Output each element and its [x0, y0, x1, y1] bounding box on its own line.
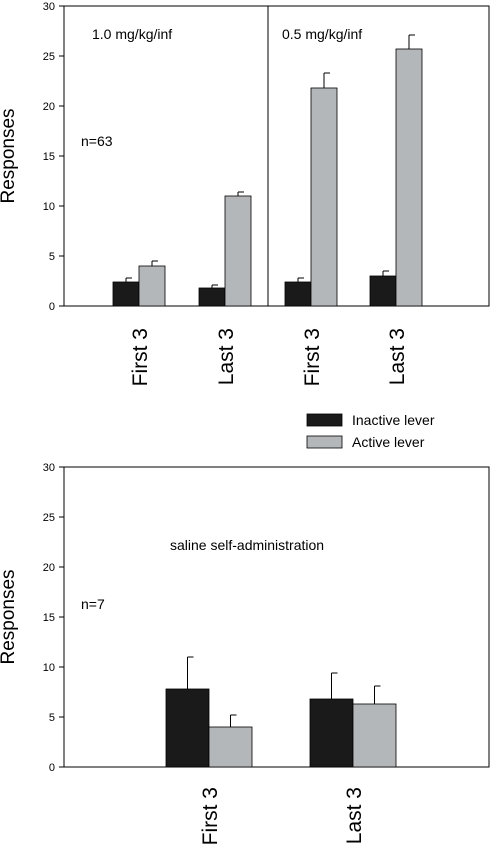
condition-label: saline self-administration	[170, 537, 324, 553]
bar-inactive	[165, 688, 210, 768]
legend-label-inactive: Inactive lever	[352, 412, 435, 428]
y-tick-label: 25	[43, 51, 55, 63]
y-tick-label: 25	[43, 512, 55, 524]
bar-active	[138, 265, 166, 307]
x-category-label: Last 3	[215, 328, 238, 385]
plot-frame	[63, 5, 490, 307]
y-axis-ticks: 0 5 10 15 20 25 30	[43, 462, 64, 774]
bar-inactive	[284, 281, 312, 307]
panel-label-left: 1.0 mg/kg/inf	[92, 26, 172, 42]
y-tick-label: 30	[43, 462, 55, 474]
x-axis-labels: First 3 Last 3 First 3 Last 3	[129, 328, 409, 386]
y-tick-label: 10	[43, 662, 55, 674]
bar-inactive	[198, 287, 226, 307]
x-category-label: Last 3	[386, 328, 409, 385]
x-category-label: First 3	[199, 787, 222, 845]
x-category-label: Last 3	[343, 787, 366, 844]
y-tick-label: 5	[49, 251, 55, 263]
y-tick-label: 0	[49, 762, 55, 774]
bars	[165, 656, 397, 768]
legend-label-active: Active lever	[352, 434, 425, 450]
x-category-label: First 3	[301, 328, 324, 386]
chart-bottom: Responses 0 5 10 15 20 25 30 saline self-admin…	[0, 462, 490, 845]
sample-size-label: n=7	[81, 596, 105, 612]
legend-swatch-active	[306, 435, 343, 449]
y-tick-label: 20	[43, 562, 55, 574]
y-tick-label: 15	[43, 151, 55, 163]
y-tick-label: 20	[43, 101, 55, 113]
bar-active	[208, 726, 253, 768]
bar-active	[395, 48, 423, 307]
panel-label-right: 0.5 mg/kg/inf	[282, 26, 362, 42]
bar-active	[310, 87, 338, 307]
legend-swatch-inactive	[306, 413, 343, 427]
bar-active	[352, 703, 397, 768]
chart-top: Responses 0 5 10 15 20 25 30 1.0 mg/kg/inf 0.5…	[0, 1, 490, 386]
sample-size-label: n=63	[81, 133, 113, 149]
plot-frame	[63, 466, 490, 768]
legend: Inactive lever Active lever	[306, 412, 435, 450]
bars	[112, 34, 423, 307]
y-tick-label: 30	[43, 1, 55, 13]
y-axis-title: Responses	[0, 108, 19, 203]
y-tick-label: 15	[43, 612, 55, 624]
bar-active	[224, 195, 252, 307]
y-axis-title: Responses	[0, 569, 19, 664]
y-tick-label: 5	[49, 712, 55, 724]
y-tick-label: 10	[43, 201, 55, 213]
y-axis-ticks: 0 5 10 15 20 25 30	[43, 1, 64, 313]
bar-inactive	[112, 281, 140, 307]
x-category-label: First 3	[129, 328, 152, 386]
y-tick-label: 0	[49, 301, 55, 313]
x-axis-labels: First 3 Last 3	[199, 787, 366, 845]
bar-inactive	[369, 275, 397, 307]
bar-inactive	[309, 698, 354, 768]
